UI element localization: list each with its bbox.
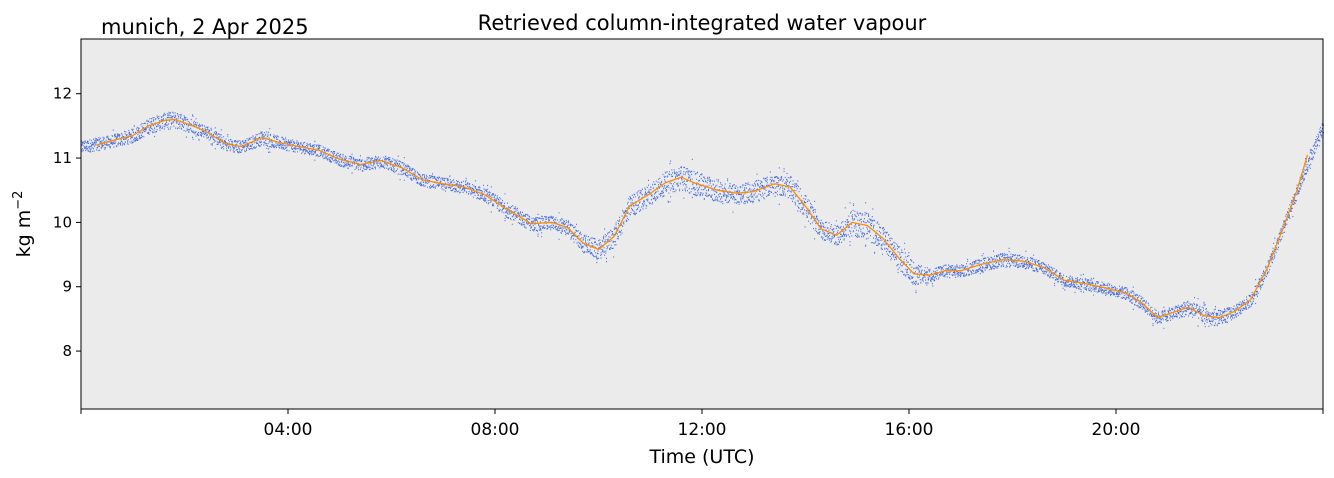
scatter-points xyxy=(81,111,1324,329)
y-tick-label: 12 xyxy=(53,85,72,103)
x-tick-label: 12:00 xyxy=(678,420,727,440)
x-tick-label: 08:00 xyxy=(471,420,520,440)
x-tick-label: 04:00 xyxy=(264,420,313,440)
x-axis: 04:00 08:00 12:00 16:00 20:00 xyxy=(80,409,1324,440)
y-axis-label: kg m−2 xyxy=(11,191,35,258)
y-tick-label: 10 xyxy=(53,213,72,231)
chart-title: Retrieved column-integrated water vapour xyxy=(478,11,927,35)
location-date-label: munich, 2 Apr 2025 xyxy=(101,15,309,39)
smoothed-line-layer xyxy=(96,118,1309,319)
x-axis-label: Time (UTC) xyxy=(648,446,754,468)
y-tick-label: 8 xyxy=(62,342,72,360)
x-tick-label: 16:00 xyxy=(885,420,934,440)
y-tick-label: 11 xyxy=(53,149,72,167)
y-axis: 8 9 10 11 12 xyxy=(53,85,81,360)
smoothed-line xyxy=(96,118,1309,319)
y-tick-label: 9 xyxy=(62,278,72,296)
plot-background xyxy=(81,39,1323,409)
y-axis-label-exponent: −2 xyxy=(11,191,26,210)
y-axis-label-text: kg m xyxy=(13,210,35,258)
scatter-layer xyxy=(81,111,1324,329)
x-tick-label: 20:00 xyxy=(1092,420,1141,440)
